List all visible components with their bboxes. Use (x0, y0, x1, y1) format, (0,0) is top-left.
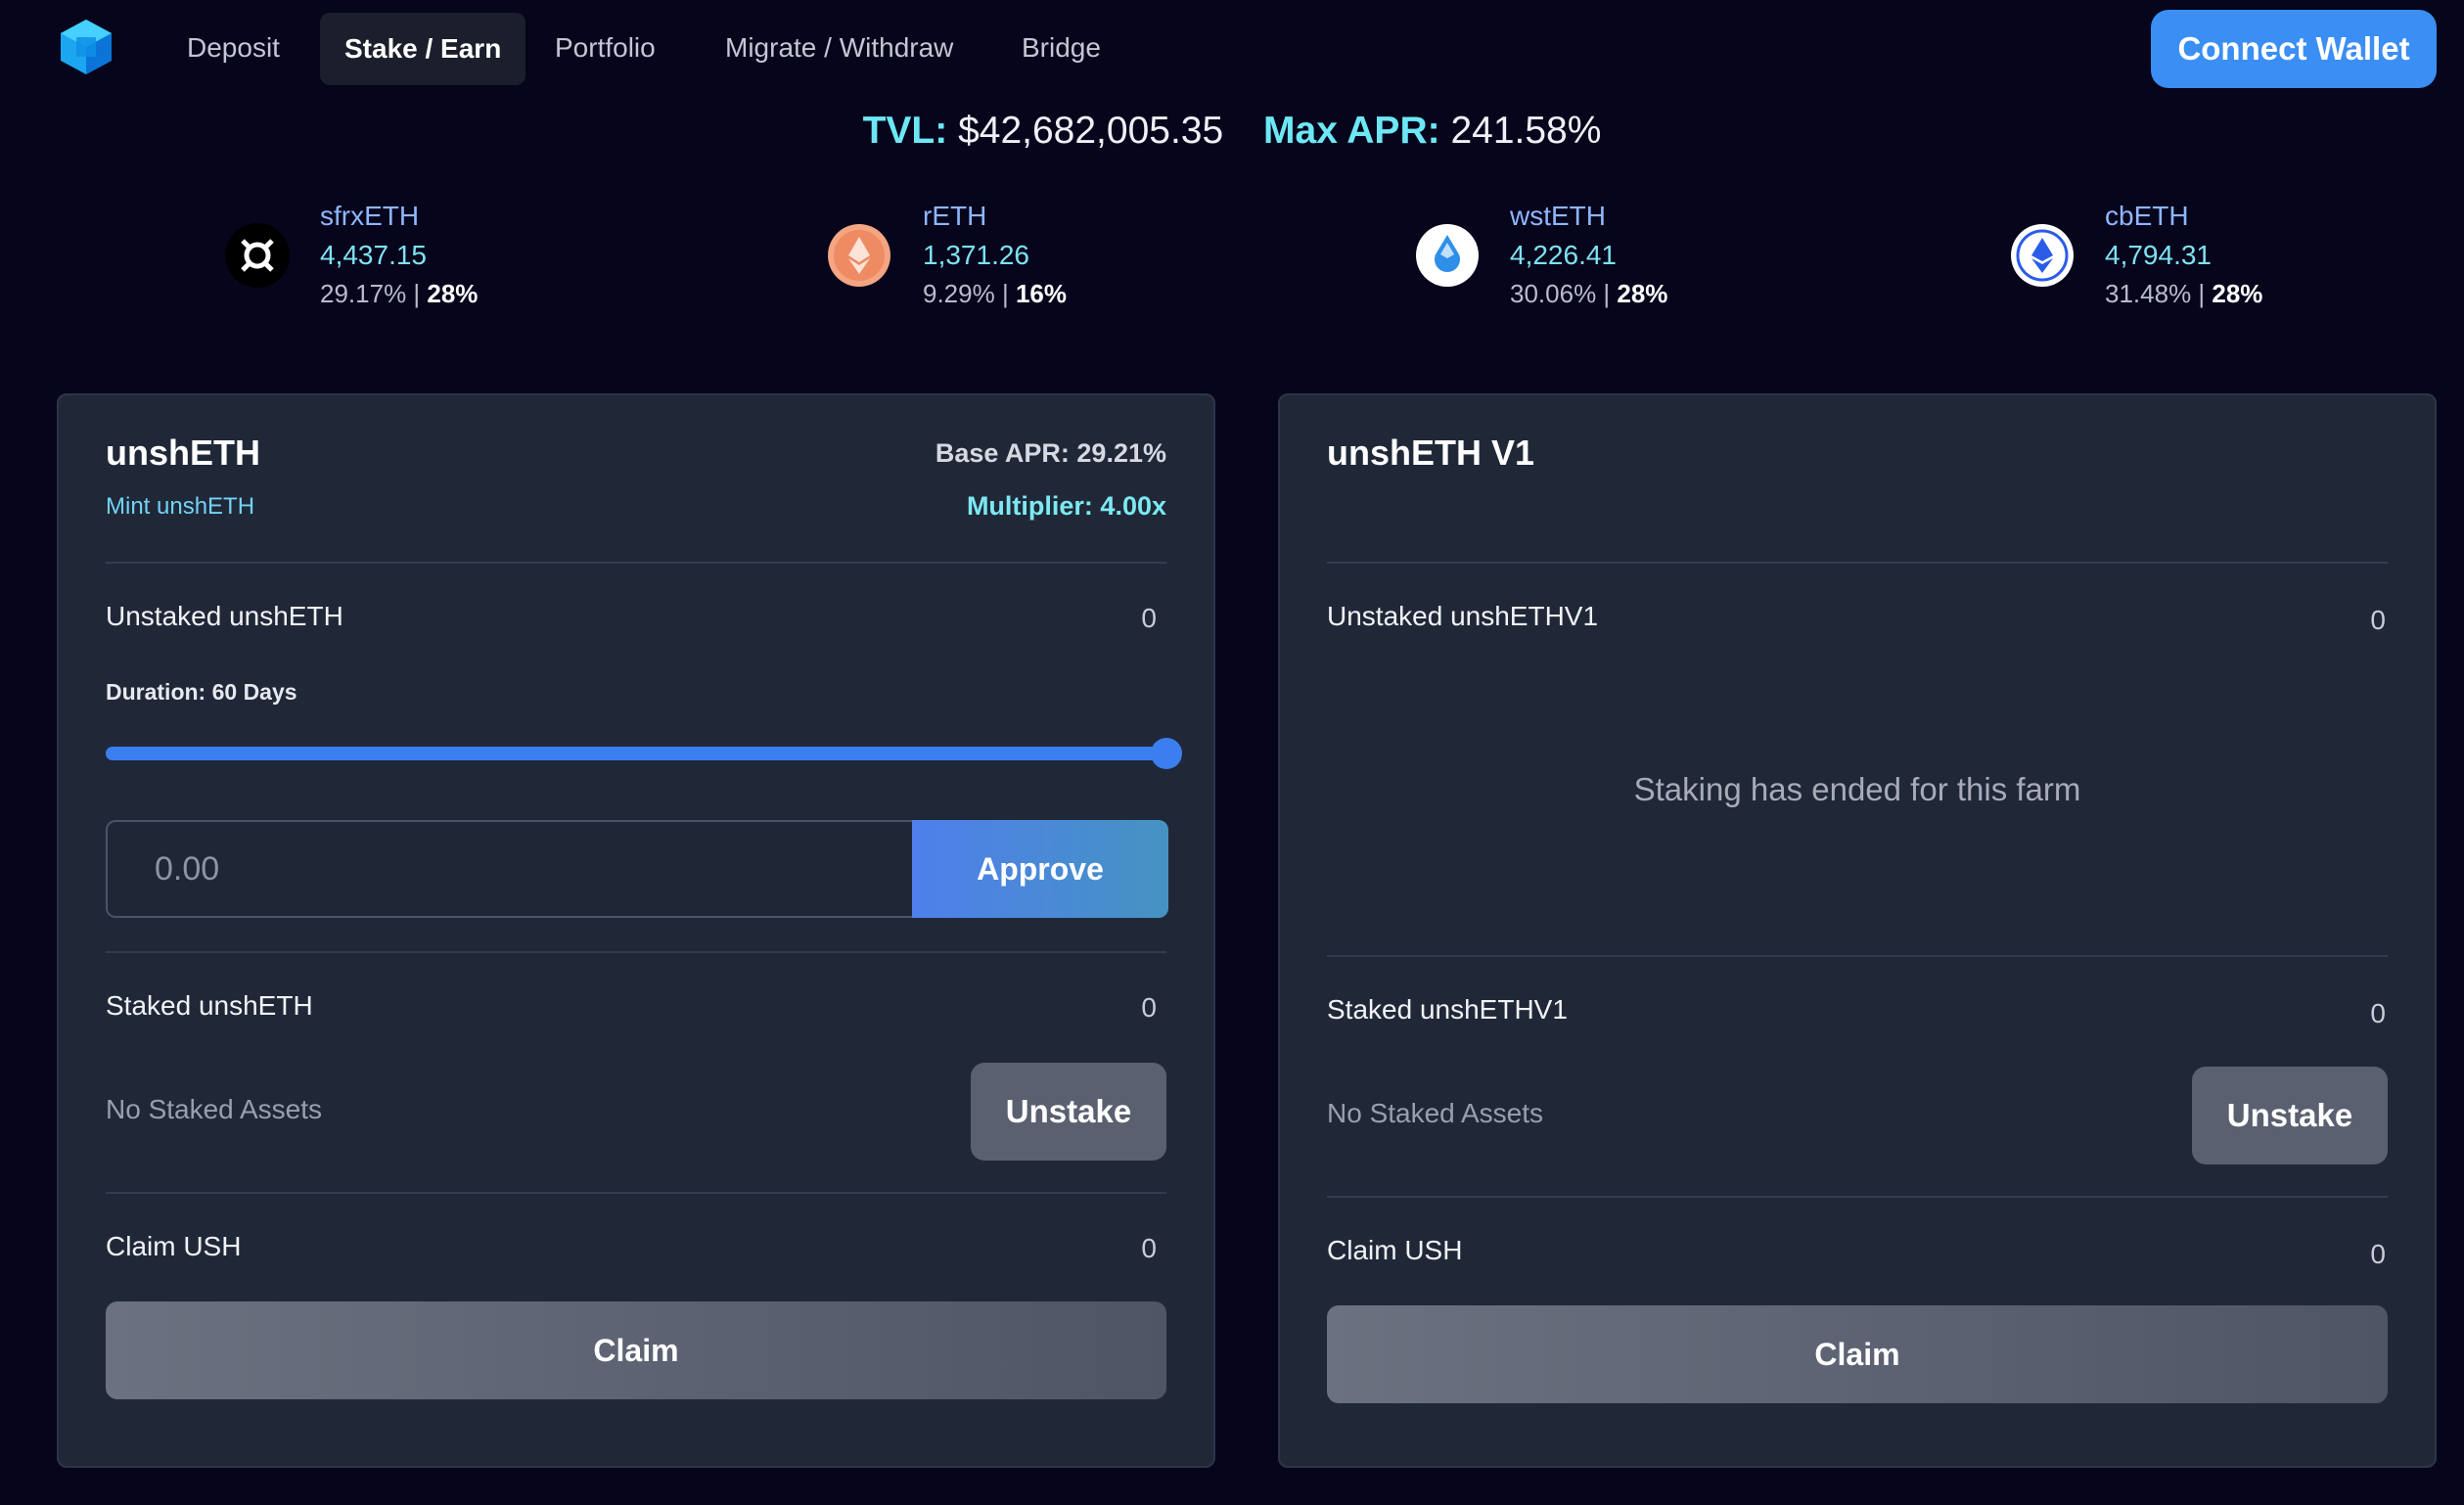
claim-ush-label: Claim USH (1327, 1235, 1463, 1265)
nav-migrate-withdraw[interactable]: Migrate / Withdraw (725, 32, 954, 63)
unstake-button[interactable]: Unstake (2192, 1067, 2388, 1164)
staked-label: Staked unshETHV1 (1327, 994, 1568, 1025)
nav-bridge[interactable]: Bridge (1022, 32, 1101, 63)
divider (106, 562, 1166, 564)
divider (1327, 1196, 2388, 1198)
divider (106, 951, 1166, 953)
staked-value: 0 (2370, 998, 2386, 1028)
no-staked-assets: No Staked Assets (1327, 1098, 1544, 1128)
staking-ended-message: Staking has ended for this farm (1633, 771, 2081, 807)
nav-stake-earn[interactable]: Stake / Earn (320, 13, 526, 85)
unstaked-value: 0 (1141, 603, 1157, 633)
panel-title: unshETH (106, 433, 260, 473)
rocketpool-icon (827, 223, 891, 288)
token-rates: 29.17% | 28% (320, 279, 478, 309)
unstaked-label: Unstaked unshETHV1 (1327, 601, 1599, 631)
token-rates: 30.06% | 28% (1510, 279, 1667, 309)
token-value: 4,794.31 (2105, 240, 2212, 270)
panel-title: unshETH V1 (1327, 433, 1535, 473)
nav-deposit[interactable]: Deposit (187, 32, 280, 63)
token-apr: 31.48% (2105, 279, 2192, 308)
rate-separator: | (406, 279, 428, 308)
nav-portfolio[interactable]: Portfolio (555, 32, 656, 63)
token-name: rETH (923, 201, 987, 231)
max-apr-label: Max APR: (1263, 110, 1440, 152)
token-share: 28% (427, 279, 479, 308)
tvl-label: TVL: (862, 110, 948, 152)
connect-wallet-button[interactable]: Connect Wallet (2151, 10, 2437, 88)
rate-separator: | (2191, 279, 2213, 308)
cube-logo-icon[interactable] (55, 16, 117, 78)
token-apr: 30.06% (1510, 279, 1597, 308)
amount-input[interactable] (106, 820, 912, 918)
coinbase-eth-icon (2010, 223, 2075, 288)
multiplier: Multiplier: 4.00x (966, 491, 1166, 521)
claim-button[interactable]: Claim (106, 1301, 1166, 1399)
token-apr: 9.29% (923, 279, 995, 308)
token-value: 4,226.41 (1510, 240, 1617, 270)
no-staked-assets: No Staked Assets (106, 1094, 323, 1124)
duration-slider[interactable] (106, 738, 1182, 769)
token-share: 16% (1015, 279, 1067, 308)
lido-icon (1415, 223, 1480, 288)
staked-label: Staked unshETH (106, 990, 313, 1021)
unstaked-label: Unstaked unshETH (106, 601, 343, 631)
max-apr-value: 241.58% (1450, 110, 1602, 152)
token-name: wstETH (1510, 201, 1606, 231)
claim-button[interactable]: Claim (1327, 1305, 2388, 1403)
staked-value: 0 (1141, 992, 1157, 1023)
divider (1327, 562, 2388, 564)
divider (106, 1192, 1166, 1194)
base-apr: Base APR: 29.21% (935, 438, 1166, 468)
token-value: 4,437.15 (320, 240, 427, 270)
unsheth-stake-panel: unshETH Mint unshETH Base APR: 29.21% Mu… (57, 393, 1215, 1468)
mint-unsheth-link[interactable]: Mint unshETH (106, 493, 255, 520)
divider (1327, 955, 2388, 957)
unstaked-value: 0 (2370, 605, 2386, 635)
unsheth-v1-stake-panel: unshETH V1 Unstaked unshETHV1 0 Staking … (1278, 393, 2437, 1468)
slider-track[interactable] (106, 747, 1166, 760)
token-value: 1,371.26 (923, 240, 1029, 270)
claim-ush-value: 0 (2370, 1239, 2386, 1269)
token-name: cbETH (2105, 201, 2189, 231)
token-share: 28% (2212, 279, 2263, 308)
token-rates: 31.48% | 28% (2105, 279, 2262, 309)
token-rates: 9.29% | 16% (923, 279, 1067, 309)
frax-icon (225, 223, 290, 288)
unstake-button[interactable]: Unstake (971, 1063, 1166, 1161)
rate-separator: | (1596, 279, 1618, 308)
approve-button[interactable]: Approve (912, 820, 1168, 918)
token-name: sfrxETH (320, 201, 420, 231)
token-share: 28% (1617, 279, 1668, 308)
claim-ush-value: 0 (1141, 1233, 1157, 1263)
stats-bar: TVL: $42,682,005.35 Max APR: 241.58% (0, 110, 2464, 153)
duration-label: Duration: 60 Days (106, 679, 297, 705)
tvl-value: $42,682,005.35 (958, 110, 1224, 152)
rate-separator: | (994, 279, 1016, 308)
slider-thumb[interactable] (1151, 738, 1182, 769)
claim-ush-label: Claim USH (106, 1231, 242, 1261)
token-apr: 29.17% (320, 279, 407, 308)
